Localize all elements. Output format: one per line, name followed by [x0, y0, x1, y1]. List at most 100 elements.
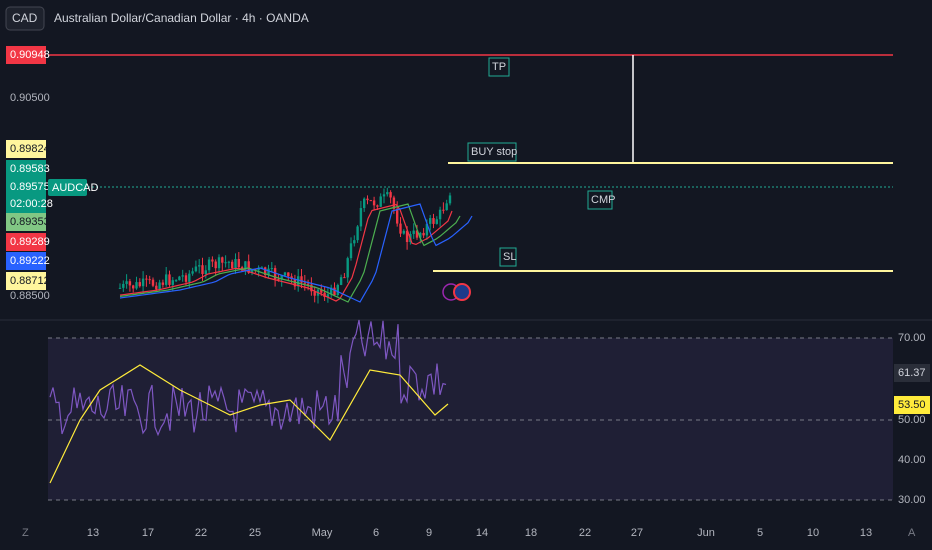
candle-body [405, 230, 409, 243]
price-label: 0.89289 [10, 236, 50, 248]
rsi-ma [49, 364, 449, 484]
annotation-box [467, 142, 517, 162]
rsi-label: 53.50 [898, 399, 926, 411]
symbol-button[interactable] [5, 6, 45, 31]
candle-body [343, 277, 346, 279]
moving-average [119, 203, 461, 303]
candle-body [204, 270, 207, 275]
candle-body [412, 230, 415, 234]
candle-body [141, 278, 145, 287]
candle-body [247, 261, 250, 273]
time-label: 17 [142, 527, 154, 539]
annotation-box [587, 190, 613, 210]
candle-body [165, 274, 168, 285]
rsi-line [49, 319, 447, 437]
price-label-bg [6, 195, 46, 213]
candle-body [310, 284, 313, 292]
time-label: May [312, 527, 333, 539]
candle-body [214, 261, 217, 269]
candle-body [178, 276, 181, 281]
candle-body [217, 257, 221, 269]
symbol[interactable]: CAD [12, 11, 38, 25]
candle-body [445, 203, 448, 211]
annotation: SL [503, 251, 516, 263]
candle-body [244, 261, 247, 271]
candle-body [125, 281, 128, 284]
candle-body [254, 269, 257, 271]
price-label: 0.89222 [10, 255, 50, 267]
candle-body [353, 240, 356, 244]
candle-body [287, 272, 290, 277]
candle-body [267, 268, 270, 276]
rsi-label-bg [894, 396, 930, 414]
candle-body [168, 274, 171, 285]
time-label: 13 [87, 527, 99, 539]
time-label: 22 [195, 527, 207, 539]
candle-body [194, 266, 198, 272]
candle-body [366, 198, 369, 201]
candle-body [300, 276, 303, 283]
price-label: 0.89353 [10, 216, 50, 228]
chart-title: Australian Dollar/Canadian Dollar · 4h ·… [54, 11, 309, 25]
rsi-label: 30.00 [898, 494, 926, 506]
annotation: TP [492, 61, 506, 73]
moving-average [119, 203, 473, 303]
candle-body [432, 218, 435, 224]
candle-body [201, 265, 204, 275]
candle-body [415, 230, 419, 238]
price-label: 0.90500 [10, 92, 50, 104]
price-label: 0.89824 [10, 143, 50, 155]
price-label: 02:00:28 [10, 198, 53, 210]
time-label: 6 [373, 527, 379, 539]
candle-body [227, 261, 231, 263]
rsi-label: 61.37 [898, 367, 926, 379]
candle-body [379, 196, 382, 207]
candle-body [392, 197, 396, 209]
candle-body [333, 287, 336, 296]
price-label-bg [6, 140, 46, 158]
moving-average [119, 203, 453, 302]
candle-body [429, 218, 432, 224]
candle-body [250, 269, 254, 273]
candle-body [138, 282, 141, 287]
rsi-label: 40.00 [898, 454, 926, 466]
candle-body [224, 262, 227, 264]
rsi-band [48, 338, 893, 500]
candle-body [280, 275, 283, 280]
candle-body [221, 257, 224, 263]
candle-body [306, 283, 310, 285]
price-label-bg [6, 160, 46, 178]
annotation: BUY stop [471, 146, 517, 158]
candle-body [290, 276, 293, 280]
candle-body [349, 243, 353, 259]
corner-button: Z [22, 527, 29, 539]
price-label: 0.89575 [10, 181, 50, 193]
price-label: 0.90948 [10, 49, 50, 61]
time-label: 25 [249, 527, 261, 539]
candle-body [320, 289, 323, 293]
candle-body [372, 200, 376, 206]
rsi-label-bg [894, 364, 930, 382]
time-label: Jun [697, 527, 715, 539]
rsi-label: 50.00 [898, 414, 926, 426]
candle-body [145, 278, 148, 280]
candle-body [359, 208, 363, 227]
candle-body [313, 291, 316, 296]
candle-body [128, 281, 132, 286]
candle-body [191, 271, 194, 274]
price-label: 0.88712 [10, 275, 50, 287]
candle-body [158, 282, 161, 290]
time-label: 10 [807, 527, 819, 539]
price-label: 0.88500 [10, 290, 50, 302]
candle-body [148, 279, 151, 281]
candle-body [207, 259, 211, 271]
candle-body [422, 232, 425, 236]
candle-body [151, 279, 155, 286]
candle-body [264, 267, 267, 276]
symbol-tag-bg [48, 179, 87, 196]
flag-icon[interactable] [453, 283, 471, 301]
price-label-bg [6, 178, 46, 196]
price-label: 0.89583 [10, 163, 50, 175]
